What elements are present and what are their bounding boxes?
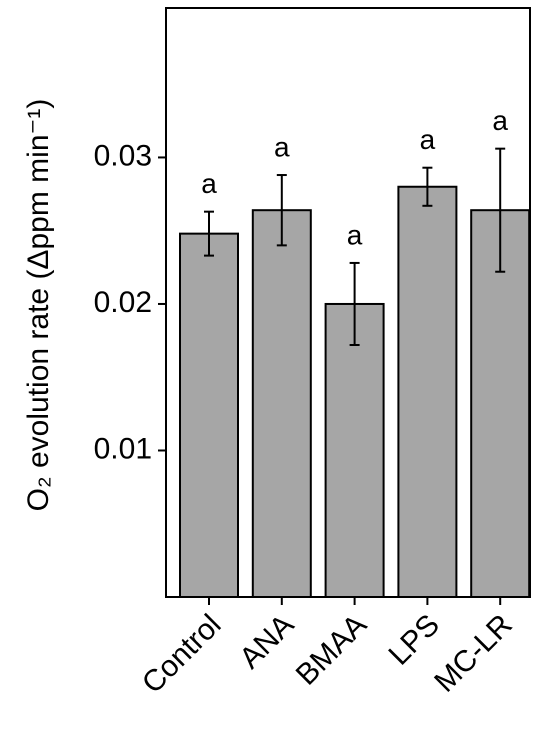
- y-tick-label: 0.01: [94, 432, 152, 465]
- error-bar: [276, 174, 287, 247]
- annotation: a: [201, 168, 217, 199]
- error-bar: [349, 261, 360, 346]
- bar: [324, 302, 385, 598]
- y-axis-label: O₂ evolution rate (Δppm min⁻¹): [22, 99, 55, 512]
- x-tick-label: MC-LR: [428, 608, 519, 699]
- x-tick-label: ANA: [233, 608, 300, 675]
- bar: [179, 232, 239, 598]
- x-tick-label: BMAA: [290, 608, 373, 691]
- error-bar: [204, 210, 214, 257]
- error-bar: [422, 166, 433, 207]
- y-tick-label: 0.02: [94, 286, 152, 319]
- x-tick-label: Control: [136, 608, 228, 700]
- annotation: a: [347, 219, 363, 250]
- annotation: a: [274, 131, 290, 162]
- bar: [251, 209, 312, 598]
- annotation: a: [420, 124, 436, 155]
- plot-border: [165, 7, 531, 598]
- y-tick-label: 0.03: [94, 139, 152, 172]
- error-bar: [495, 147, 506, 273]
- annotation: a: [492, 105, 508, 136]
- x-tick-label: LPS: [383, 608, 446, 671]
- bar: [397, 185, 458, 598]
